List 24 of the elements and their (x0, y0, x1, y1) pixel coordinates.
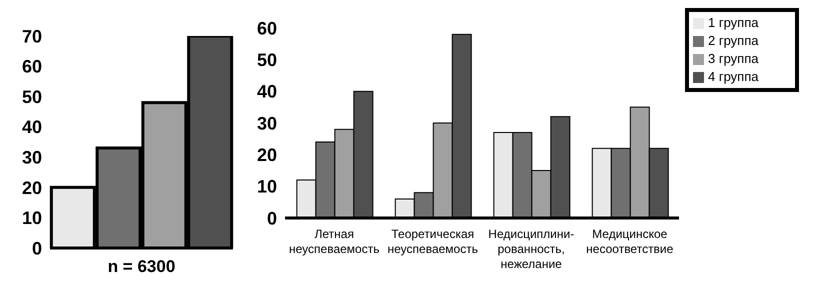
legend-label: 1 группа (708, 15, 758, 30)
legend-label: 4 группа (708, 69, 758, 84)
y-tick-label: 30 (22, 148, 42, 168)
y-tick-label: 40 (22, 117, 42, 138)
y-tick-label: 50 (22, 86, 42, 107)
legend-label: 3 группа (708, 51, 758, 66)
y-tick-label: 10 (22, 208, 42, 228)
y-tick-label: 20 (256, 145, 277, 166)
y-tick-label: 70 (22, 26, 42, 46)
y-tick-label: 60 (22, 56, 42, 77)
y-tick-label: 10 (256, 176, 277, 197)
x-tick-label: Летная неуспеваемость (289, 227, 380, 256)
y-tick-label: 30 (256, 113, 277, 134)
x-tick-label: Недисциплини- рованность, нежелание (488, 227, 574, 271)
y-tick-label: 50 (256, 50, 277, 70)
y-tick-label: 20 (22, 178, 42, 198)
x-tick-label: Медицинское несоответствие (586, 227, 674, 256)
y-tick-label: 0 (32, 238, 42, 258)
y-tick-label: 0 (266, 208, 277, 228)
legend-label: 2 группа (708, 33, 758, 48)
y-tick-label: 40 (256, 82, 277, 102)
x-axis-title: n = 6300 (108, 257, 176, 276)
y-tick-label: 60 (256, 18, 277, 38)
x-tick-label: Теоретическая неуспеваемость (388, 227, 478, 256)
